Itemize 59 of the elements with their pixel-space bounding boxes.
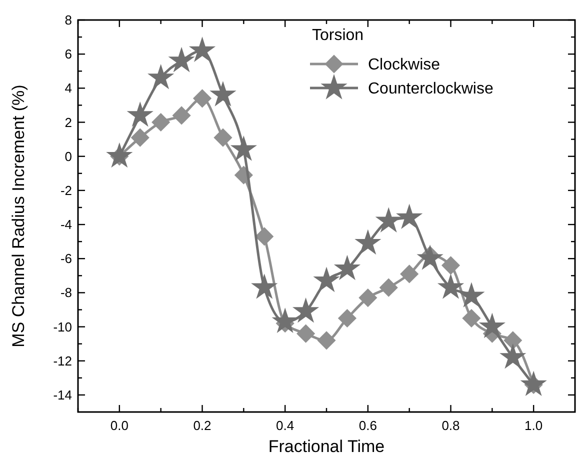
y-tick-label: -4	[60, 217, 72, 232]
y-tick-label: 6	[64, 46, 72, 62]
point	[313, 266, 340, 292]
y-tick-label: 8	[64, 12, 72, 28]
point	[251, 274, 278, 299]
point	[354, 229, 382, 255]
point	[292, 297, 320, 323]
x-tick-label: 0.0	[110, 418, 128, 433]
point	[338, 308, 356, 328]
x-tick-label: 0.8	[442, 418, 460, 433]
y-tick-label: -14	[53, 388, 72, 403]
legend-title: Torsion	[312, 27, 364, 44]
point	[106, 142, 133, 168]
point	[504, 331, 522, 350]
point	[296, 324, 316, 343]
point	[458, 282, 485, 308]
y-tick-label: 0	[64, 148, 72, 164]
point	[441, 256, 460, 275]
y-axis-title: MS Channel Radius Increment (%)	[9, 84, 28, 348]
point	[172, 106, 191, 125]
point	[358, 288, 378, 308]
x-tick-label: 0.2	[193, 418, 212, 433]
point	[437, 274, 464, 299]
point	[478, 312, 506, 338]
point	[317, 331, 336, 350]
point	[230, 136, 257, 161]
point	[126, 101, 154, 127]
point	[400, 264, 419, 284]
x-tick-label: 0.4	[276, 418, 294, 433]
y-tick-label: -2	[60, 182, 72, 198]
x-tick-label: 0.6	[358, 418, 377, 433]
point	[152, 112, 170, 132]
y-tick-label: 4	[64, 80, 72, 96]
y-tick-label: -6	[60, 251, 72, 266]
point	[130, 128, 150, 147]
y-tick-label: -12	[53, 353, 72, 368]
point	[188, 36, 216, 62]
point	[416, 244, 444, 270]
point	[334, 254, 361, 280]
point	[192, 89, 212, 108]
point	[396, 204, 423, 230]
y-tick-label: -8	[60, 285, 72, 300]
point	[255, 227, 274, 246]
point	[462, 308, 481, 328]
point	[210, 80, 236, 106]
legend-label: Counterclockwise	[368, 80, 494, 98]
legend-label: Clockwise	[368, 56, 440, 74]
point	[375, 207, 402, 232]
y-tick-label: -10	[53, 319, 72, 334]
y-tick-label: 2	[64, 114, 72, 130]
point	[500, 343, 526, 369]
point	[272, 308, 298, 333]
point	[214, 128, 232, 147]
point	[148, 64, 174, 90]
point	[168, 46, 195, 72]
point	[520, 370, 547, 396]
x-axis-title: Fractional Time	[268, 437, 385, 456]
point	[379, 278, 398, 297]
x-tick-label: 1.0	[524, 418, 543, 433]
